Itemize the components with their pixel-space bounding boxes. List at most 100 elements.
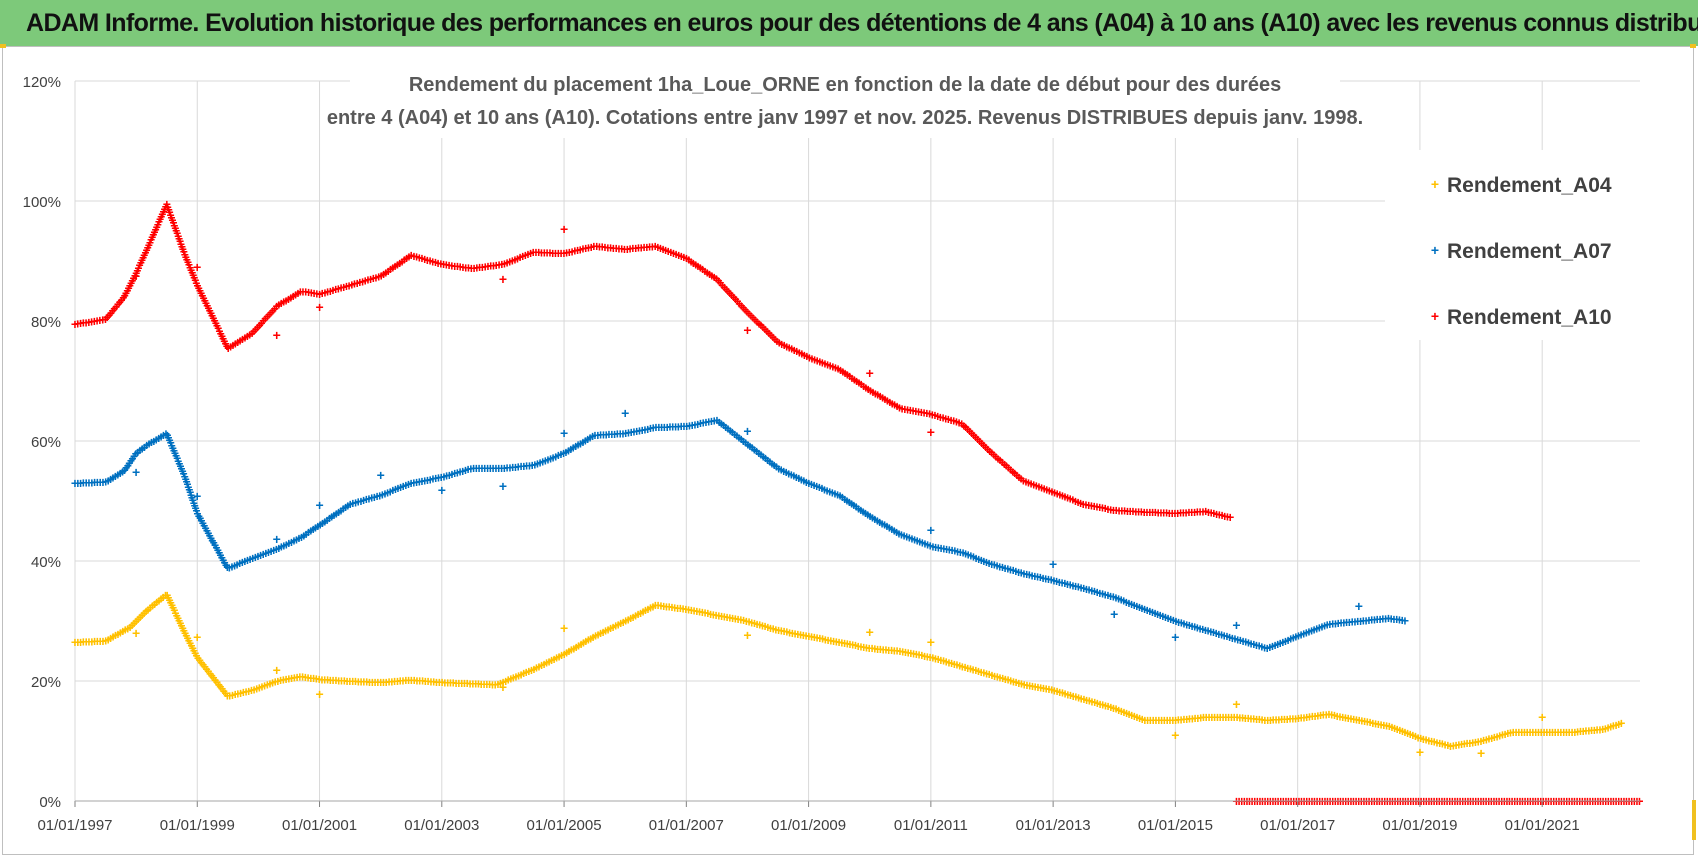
data-point: +: [1509, 724, 1517, 740]
data-point: +: [917, 404, 925, 420]
data-point: +: [421, 251, 429, 267]
data-point: +: [226, 688, 234, 704]
data-point: +: [1331, 615, 1339, 631]
data-point: +: [542, 655, 550, 671]
data-point: +: [341, 499, 349, 515]
data-point: +: [761, 321, 769, 337]
data-point: +: [1174, 505, 1182, 521]
data-point: +: [1171, 712, 1179, 728]
data-point: +: [381, 485, 389, 501]
data-point: +: [1520, 724, 1528, 740]
data-point: +: [1185, 711, 1193, 727]
data-point: +: [829, 359, 837, 375]
data-point: +: [1344, 710, 1352, 726]
data-point: +: [429, 253, 437, 269]
data-point: +: [127, 453, 135, 469]
data-point: +: [565, 244, 573, 260]
data-point: +: [85, 314, 93, 330]
data-point: +: [1352, 712, 1360, 728]
data-point: +: [507, 671, 515, 687]
data-point: +: [1025, 567, 1033, 583]
data-point: +: [1554, 724, 1562, 740]
data-point: +: [945, 654, 953, 670]
data-point: +: [1135, 710, 1143, 726]
data-point: +: [1037, 479, 1045, 495]
data-point: +: [268, 675, 276, 691]
data-point-outlier: +: [315, 299, 323, 315]
data-point: +: [607, 620, 615, 636]
data-point: +: [71, 475, 79, 491]
data-point: +: [1193, 504, 1201, 520]
data-point: +: [1574, 724, 1582, 740]
data-point: +: [480, 676, 488, 692]
data-point: +: [398, 253, 406, 269]
data-point: +: [297, 529, 305, 545]
data-point: +: [1077, 495, 1085, 511]
data-point: +: [864, 507, 872, 523]
data-point: +: [753, 313, 761, 329]
data-point: +: [304, 669, 312, 685]
data-point: +: [1247, 635, 1255, 651]
data-point: +: [579, 434, 587, 450]
data-point: +: [1129, 503, 1137, 519]
data-point: +: [1109, 589, 1117, 605]
data-point: +: [221, 335, 229, 351]
data-point: +: [368, 674, 376, 690]
data-point: +: [1055, 574, 1063, 590]
data-point: +: [511, 251, 519, 267]
data-point: +: [259, 313, 267, 329]
chart-legend: + Rendement_A04+ Rendement_A07+ Rendement_A…: [1385, 150, 1655, 340]
data-point: +: [1162, 505, 1170, 521]
data-point: +: [82, 314, 90, 330]
data-point: +: [921, 536, 929, 552]
data-point: +: [654, 239, 662, 255]
data-point: +: [1493, 728, 1501, 744]
data-point: +: [1250, 711, 1258, 727]
data-point: +: [791, 625, 799, 641]
data-point: +: [649, 420, 657, 436]
data-point: +: [1215, 506, 1223, 522]
data-point: +: [1141, 712, 1149, 728]
data-point: +: [660, 598, 668, 614]
data-point: +: [165, 592, 173, 608]
data-point: +: [323, 512, 331, 528]
data-point: +: [1438, 736, 1446, 752]
data-point: +: [898, 400, 906, 416]
data-point: +: [582, 240, 590, 256]
data-point: +: [152, 221, 160, 237]
data-point: +: [423, 252, 431, 268]
data-point: +: [1053, 486, 1061, 502]
data-point: +: [147, 434, 155, 450]
data-point: +: [388, 673, 396, 689]
data-point: +: [1361, 713, 1369, 729]
data-point: +: [961, 659, 969, 675]
data-point: +: [751, 311, 759, 327]
data-point: +: [1023, 677, 1031, 693]
data-point-outlier: +: [1232, 617, 1240, 633]
data-point: +: [99, 633, 107, 649]
data-point: +: [1336, 708, 1344, 724]
data-point: +: [1061, 686, 1069, 702]
data-point: +: [777, 623, 785, 639]
data-layer: ++++++++++++++++++++++++++++++++++++++++…: [71, 196, 1644, 809]
data-point: +: [1123, 503, 1131, 519]
data-point: +: [567, 642, 575, 658]
data-point: +: [1323, 616, 1331, 632]
data-point: +: [107, 630, 115, 646]
data-point: +: [489, 460, 497, 476]
data-point: +: [119, 623, 127, 639]
data-point: +: [517, 458, 525, 474]
data-point: +: [901, 401, 909, 417]
data-point: +: [646, 600, 654, 616]
data-point: +: [966, 423, 974, 439]
data-point: +: [82, 475, 90, 491]
data-point: +: [1534, 724, 1542, 740]
data-point: +: [755, 445, 763, 461]
data-point: +: [159, 427, 167, 443]
data-point: +: [124, 620, 132, 636]
data-point: +: [612, 240, 620, 256]
data-point: +: [1601, 720, 1609, 736]
data-point: +: [587, 630, 595, 646]
data-point: +: [660, 419, 668, 435]
data-point: +: [186, 484, 194, 500]
